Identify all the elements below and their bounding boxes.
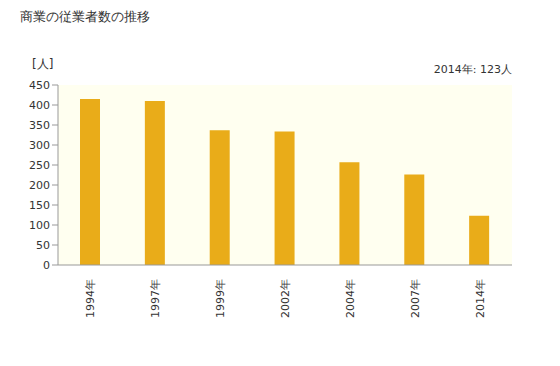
svg-text:250: 250 [29, 159, 50, 172]
svg-text:1997年: 1997年 [149, 279, 162, 318]
svg-text:2007年: 2007年 [409, 279, 422, 318]
html-text:2014年: 123人: 2014年: 123人 [433, 63, 512, 76]
svg-text:2014年: 2014年 [474, 279, 487, 318]
html-text:[人]: [人] [32, 57, 54, 71]
svg-text:400: 400 [29, 99, 50, 112]
svg-text:300: 300 [29, 139, 50, 152]
svg-text:450: 450 [29, 79, 50, 92]
svg-text:1999年: 1999年 [214, 279, 227, 318]
svg-text:2004年: 2004年 [344, 279, 357, 318]
svg-text:50: 50 [36, 239, 50, 252]
svg-text:150: 150 [29, 199, 50, 212]
svg-text:0: 0 [43, 259, 50, 272]
svg-text:100: 100 [29, 219, 50, 232]
svg-text:1994年: 1994年 [84, 279, 97, 318]
svg-text:200: 200 [29, 179, 50, 192]
html-text:商業の従業者数の推移: 商業の従業者数の推移 [20, 9, 150, 24]
svg-text:2002年: 2002年 [279, 279, 292, 318]
svg-text:350: 350 [29, 119, 50, 132]
